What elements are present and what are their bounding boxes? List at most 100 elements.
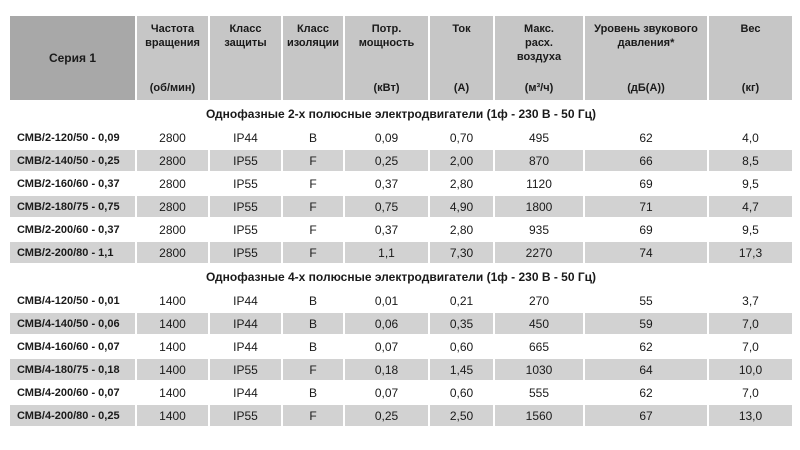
column-header-0: Серия 1	[8, 14, 137, 102]
value-cell: 3,7	[707, 288, 794, 313]
table-header-row: Серия 1 Частота вращения (об/мин) Класс защ…	[8, 14, 794, 102]
column-header-1: Частота вращения (об/мин)	[135, 14, 210, 102]
value-cell: 1,1	[343, 240, 430, 265]
value-cell: IP44	[208, 380, 283, 405]
value-cell: 0,07	[343, 380, 430, 405]
value-cell: 555	[493, 380, 585, 405]
value-cell: 2,50	[428, 403, 495, 428]
column-units: (м³/ч)	[524, 82, 554, 94]
table-row: СМВ/2-120/50 - 0,09 2800 IP44 B 0,09 0,70 495 6…	[8, 125, 794, 150]
value-cell: 69	[583, 171, 709, 196]
value-cell: 1400	[135, 311, 210, 336]
value-cell: 2,80	[428, 217, 495, 242]
value-cell: IP44	[208, 288, 283, 313]
table-row: СМВ/2-140/50 - 0,25 2800 IP55 F 0,25 2,00 870 6…	[8, 148, 794, 173]
value-cell: 59	[583, 311, 709, 336]
model-cell: СМВ/4-160/60 - 0,07	[8, 334, 137, 359]
column-header-5: Ток (А)	[428, 14, 495, 102]
table-row: СМВ/4-200/60 - 0,07 1400 IP44 B 0,07 0,60 555 6…	[8, 380, 794, 405]
table-row: СМВ/2-200/60 - 0,37 2800 IP55 F 0,37 2,80 935 6…	[8, 217, 794, 242]
value-cell: 0,37	[343, 217, 430, 242]
value-cell: 4,0	[707, 125, 794, 150]
value-cell: 1400	[135, 357, 210, 382]
value-cell: 7,0	[707, 380, 794, 405]
section-title: Однофазные 4-х полюсные электродвигатели…	[8, 263, 794, 290]
value-cell: 870	[493, 148, 585, 173]
model-cell: СМВ/4-140/50 - 0,06	[8, 311, 137, 336]
value-cell: F	[281, 194, 345, 219]
value-cell: 450	[493, 311, 585, 336]
value-cell: 2800	[135, 171, 210, 196]
table-row: СМВ/4-200/80 - 0,25 1400 IP55 F 0,25 2,50 1560…	[8, 403, 794, 428]
column-label: Класс защиты	[224, 23, 267, 49]
value-cell: F	[281, 403, 345, 428]
value-cell: 2800	[135, 148, 210, 173]
value-cell: 0,01	[343, 288, 430, 313]
model-cell: СМВ/2-120/50 - 0,09	[8, 125, 137, 150]
value-cell: 7,0	[707, 334, 794, 359]
value-cell: 0,70	[428, 125, 495, 150]
value-cell: 0,35	[428, 311, 495, 336]
column-label: Ток	[452, 23, 471, 35]
value-cell: 8,5	[707, 148, 794, 173]
column-units: (дБ(А))	[627, 82, 665, 94]
value-cell: B	[281, 311, 345, 336]
value-cell: IP44	[208, 311, 283, 336]
value-cell: 0,25	[343, 148, 430, 173]
value-cell: 2270	[493, 240, 585, 265]
value-cell: 1400	[135, 380, 210, 405]
value-cell: B	[281, 334, 345, 359]
value-cell: F	[281, 217, 345, 242]
value-cell: 0,37	[343, 171, 430, 196]
value-cell: 62	[583, 334, 709, 359]
value-cell: 69	[583, 217, 709, 242]
table-row: СМВ/4-160/60 - 0,07 1400 IP44 B 0,07 0,60 665 6…	[8, 334, 794, 359]
table-row: СМВ/4-180/75 - 0,18 1400 IP55 F 0,18 1,45 1030…	[8, 357, 794, 382]
value-cell: 2,00	[428, 148, 495, 173]
value-cell: 1030	[493, 357, 585, 382]
column-label: Класс изоляции	[286, 23, 340, 49]
column-label: Серия 1	[48, 51, 97, 65]
value-cell: 0,18	[343, 357, 430, 382]
column-label: Частота вращения	[145, 23, 200, 49]
value-cell: 17,3	[707, 240, 794, 265]
value-cell: 0,75	[343, 194, 430, 219]
column-units: (об/мин)	[149, 82, 196, 94]
value-cell: 1400	[135, 334, 210, 359]
model-cell: СМВ/4-200/80 - 0,25	[8, 403, 137, 428]
value-cell: IP55	[208, 357, 283, 382]
model-cell: СМВ/2-140/50 - 0,25	[8, 148, 137, 173]
value-cell: 13,0	[707, 403, 794, 428]
value-cell: 0,21	[428, 288, 495, 313]
value-cell: 270	[493, 288, 585, 313]
value-cell: 0,60	[428, 380, 495, 405]
column-header-4: Потр. мощность (кВт)	[343, 14, 430, 102]
section-title-row-0: Однофазные 2-х полюсные электродвигатели…	[8, 100, 794, 127]
value-cell: 1560	[493, 403, 585, 428]
value-cell: 64	[583, 357, 709, 382]
value-cell: 4,7	[707, 194, 794, 219]
section-title-row-1: Однофазные 4-х полюсные электродвигатели…	[8, 263, 794, 290]
value-cell: F	[281, 148, 345, 173]
value-cell: 67	[583, 403, 709, 428]
value-cell: 7,0	[707, 311, 794, 336]
value-cell: IP55	[208, 217, 283, 242]
value-cell: F	[281, 357, 345, 382]
column-units: (кВт)	[373, 82, 400, 94]
column-label: Вес	[740, 23, 761, 35]
column-label: Потр. мощность	[358, 23, 415, 49]
value-cell: 7,30	[428, 240, 495, 265]
value-cell: B	[281, 125, 345, 150]
table-row: СМВ/2-160/60 - 0,37 2800 IP55 F 0,37 2,80 1120…	[8, 171, 794, 196]
value-cell: IP55	[208, 194, 283, 219]
table-row: СМВ/4-140/50 - 0,06 1400 IP44 B 0,06 0,35 450 5…	[8, 311, 794, 336]
value-cell: F	[281, 171, 345, 196]
value-cell: 0,09	[343, 125, 430, 150]
column-label: Уровень звукового давления*	[594, 23, 698, 49]
table-body: Однофазные 2-х полюсные электродвигатели…	[8, 100, 794, 428]
value-cell: 1,45	[428, 357, 495, 382]
value-cell: 55	[583, 288, 709, 313]
column-units: (кг)	[741, 82, 760, 94]
value-cell: 62	[583, 125, 709, 150]
value-cell: B	[281, 380, 345, 405]
